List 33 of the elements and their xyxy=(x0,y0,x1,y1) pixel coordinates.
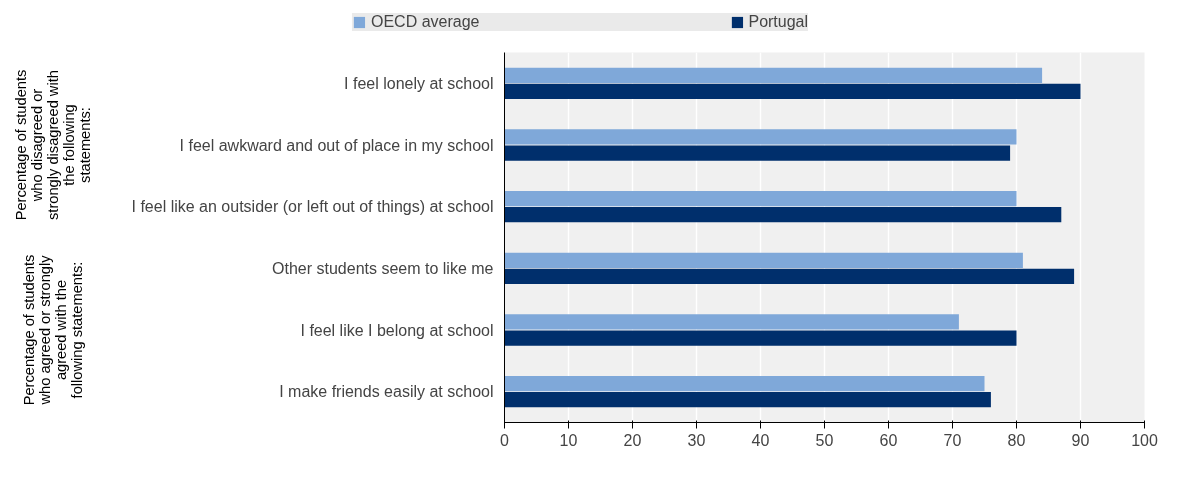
x-tick-label: 90 xyxy=(1071,431,1090,449)
legend-label: OECD average xyxy=(370,13,480,31)
x-tick-label: 100 xyxy=(1131,431,1158,449)
x-tick-label: 40 xyxy=(751,431,770,449)
bar xyxy=(504,330,1017,346)
x-tick-label: 80 xyxy=(1007,431,1026,449)
bar xyxy=(504,252,1023,268)
x-tick-label: 60 xyxy=(879,431,898,449)
y-tick-label: Other students seem to like me xyxy=(272,259,494,277)
bar xyxy=(504,392,991,408)
text: Percentage of students who agreed or strongly agreed with the following statements: xyxy=(20,254,85,406)
y-tick-label: I feel like I belong at school xyxy=(300,321,494,339)
x-tick-label: 70 xyxy=(943,431,962,449)
x-tick-label: 0 xyxy=(500,431,510,449)
y-tick-label: I feel awkward and out of place in my school xyxy=(179,136,494,154)
bar xyxy=(504,314,959,330)
bar xyxy=(504,207,1062,223)
bar xyxy=(504,268,1075,284)
text: Percentage of students who disagreed or strongly disagreed with the following statements: xyxy=(12,69,93,221)
legend-label: Portugal xyxy=(748,13,809,31)
y-tick-label: I feel like an outsider (or left out of things) at school xyxy=(131,198,494,216)
bar xyxy=(504,191,1017,207)
x-tick-label: 30 xyxy=(687,431,706,449)
bar xyxy=(504,129,1017,145)
bar xyxy=(504,145,1011,161)
x-tick-label: 10 xyxy=(559,431,578,449)
bar xyxy=(504,67,1043,83)
y-tick-label: I make friends easily at school xyxy=(279,383,494,401)
bar xyxy=(504,83,1081,99)
bar xyxy=(504,376,985,392)
x-tick-label: 50 xyxy=(815,431,834,449)
y-tick-label: I feel lonely at school xyxy=(344,74,494,92)
x-tick-label: 20 xyxy=(623,431,642,449)
